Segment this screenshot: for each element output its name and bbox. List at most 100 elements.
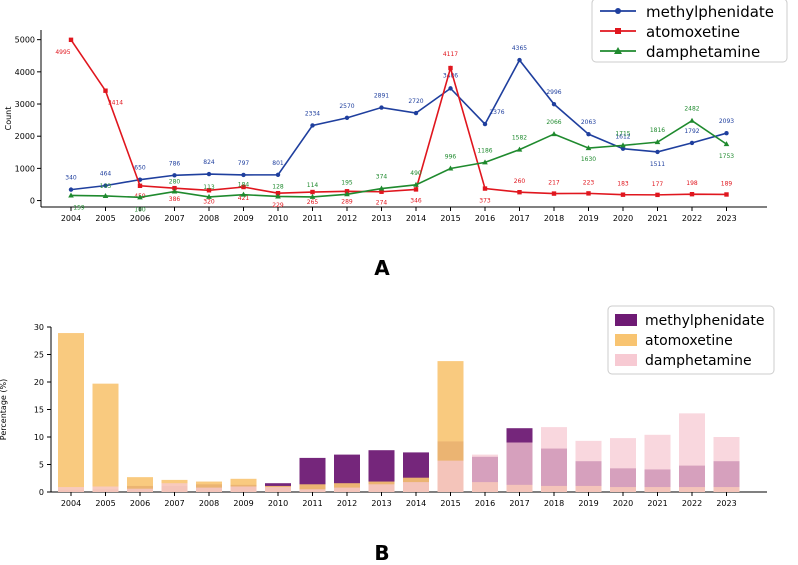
bar-damphetamine <box>610 438 636 492</box>
legend-label-methylphenidate: methylphenidate <box>645 313 765 329</box>
bar-damphetamine <box>437 460 464 492</box>
data-label-atomoxetine: 189 <box>721 180 733 187</box>
x-tick-label: 2015 <box>440 499 460 508</box>
data-label-atomoxetine: 289 <box>341 198 353 205</box>
data-label-damphetamine: 114 <box>307 182 319 189</box>
data-label-methylphenidate: 1511 <box>650 161 665 168</box>
data-label-damphetamine: 1715 <box>615 130 630 137</box>
bar-atomoxetine <box>299 484 326 492</box>
bar-damphetamine <box>575 440 602 492</box>
data-point-methylphenidate <box>206 171 212 177</box>
panel-label-a: A <box>374 256 390 280</box>
series-line-damphetamine <box>70 119 727 199</box>
legend-marker-atomoxetine <box>615 28 621 34</box>
data-label-damphetamine: 143 <box>100 183 112 190</box>
data-point-damphetamine <box>723 141 730 147</box>
data-point-damphetamine <box>206 193 212 199</box>
data-label-methylphenidate: 2996 <box>546 89 561 96</box>
data-label-damphetamine: 1816 <box>650 127 665 134</box>
data-point-methylphenidate <box>379 105 384 110</box>
x-tick-label: 2014 <box>406 214 426 223</box>
x-tick-label: 2005 <box>95 214 115 223</box>
data-label-methylphenidate: 2720 <box>408 98 423 105</box>
bar-damphetamine <box>127 488 153 492</box>
y-axis-title: Count <box>4 107 13 131</box>
data-point-damphetamine <box>654 139 661 145</box>
y-tick-label: 20 <box>34 378 44 387</box>
data-point-atomoxetine <box>655 192 660 198</box>
data-label-methylphenidate: 4365 <box>512 45 527 52</box>
bar-damphetamine <box>644 434 671 492</box>
data-label-atomoxetine: 265 <box>307 199 319 206</box>
data-label-methylphenidate: 1612 <box>615 134 630 141</box>
x-tick-label: 2006 <box>130 214 150 223</box>
data-label-atomoxetine: 386 <box>169 196 181 203</box>
data-point-methylphenidate <box>241 172 246 178</box>
data-label-methylphenidate: 797 <box>238 160 250 167</box>
data-point-atomoxetine <box>724 192 729 197</box>
data-label-methylphenidate: 801 <box>272 160 284 167</box>
data-point-atomoxetine <box>206 188 212 193</box>
bar-damphetamine <box>299 489 326 492</box>
data-point-methylphenidate <box>275 172 281 177</box>
legend: methylphenidate atomoxetine damphetamine <box>607 305 775 375</box>
data-label-damphetamine: 128 <box>272 183 284 190</box>
data-label-methylphenidate: 2063 <box>581 119 596 126</box>
data-point-atomoxetine <box>482 186 488 191</box>
data-label-atomoxetine: 3414 <box>108 100 123 107</box>
y-tick-label: 15 <box>34 406 44 415</box>
bar-damphetamine <box>230 486 257 492</box>
data-point-atomoxetine <box>689 191 695 197</box>
bar-damphetamine <box>403 482 429 492</box>
y-axis-title: Percentage (%) <box>0 379 8 440</box>
legend-marker-damphetamine <box>614 47 622 54</box>
bar-damphetamine <box>368 484 395 492</box>
data-label-damphetamine: 1186 <box>477 147 492 154</box>
data-point-atomoxetine <box>344 189 350 194</box>
data-point-atomoxetine <box>620 192 626 197</box>
data-label-damphetamine: 996 <box>445 154 457 161</box>
y-tick-label: 30 <box>34 323 44 332</box>
bar-damphetamine <box>196 487 222 492</box>
data-label-methylphenidate: 3486 <box>443 72 458 79</box>
x-tick-label: 2012 <box>337 499 357 508</box>
data-point-methylphenidate <box>103 183 108 188</box>
data-point-methylphenidate <box>724 131 729 136</box>
legend-label-atomoxetine: atomoxetine <box>646 23 740 41</box>
legend: methylphenidate atomoxetine damphetamine <box>591 0 788 63</box>
bar-atomoxetine <box>92 383 119 492</box>
data-label-atomoxetine: 4995 <box>55 49 70 56</box>
bar-atomoxetine <box>196 481 222 492</box>
data-point-atomoxetine <box>551 191 557 196</box>
legend-swatch-damphetamine <box>615 354 637 366</box>
x-tick-label: 2017 <box>509 499 529 508</box>
data-label-atomoxetine: 421 <box>238 195 250 202</box>
data-point-atomoxetine <box>310 189 315 195</box>
data-point-damphetamine <box>447 165 454 171</box>
x-tick-label: 2019 <box>578 499 598 508</box>
data-point-methylphenidate <box>482 121 488 127</box>
data-point-damphetamine <box>275 193 281 199</box>
data-point-damphetamine <box>551 131 557 137</box>
data-point-atomoxetine <box>103 88 108 93</box>
data-label-damphetamine: 2066 <box>546 119 561 126</box>
legend-label-atomoxetine: atomoxetine <box>645 333 733 349</box>
data-label-damphetamine: 374 <box>376 174 388 181</box>
data-point-atomoxetine <box>413 187 419 192</box>
x-tick-label: 2023 <box>716 499 736 508</box>
data-point-damphetamine <box>344 191 350 197</box>
data-point-methylphenidate <box>344 115 350 121</box>
y-tick-label: 2000 <box>15 132 35 141</box>
data-label-damphetamine: 184 <box>238 182 250 189</box>
data-point-atomoxetine <box>137 183 143 188</box>
bar-atomoxetine <box>58 333 84 492</box>
data-label-methylphenidate: 2376 <box>489 109 504 116</box>
legend-box <box>591 0 788 63</box>
x-tick-label: 2007 <box>164 214 184 223</box>
data-label-methylphenidate: 1792 <box>684 128 699 135</box>
x-tick-label: 2008 <box>199 214 219 223</box>
data-label-atomoxetine: 373 <box>479 198 491 205</box>
data-label-damphetamine: 195 <box>341 179 353 186</box>
data-label-methylphenidate: 786 <box>169 160 181 167</box>
x-tick-label: 2011 <box>302 214 322 223</box>
